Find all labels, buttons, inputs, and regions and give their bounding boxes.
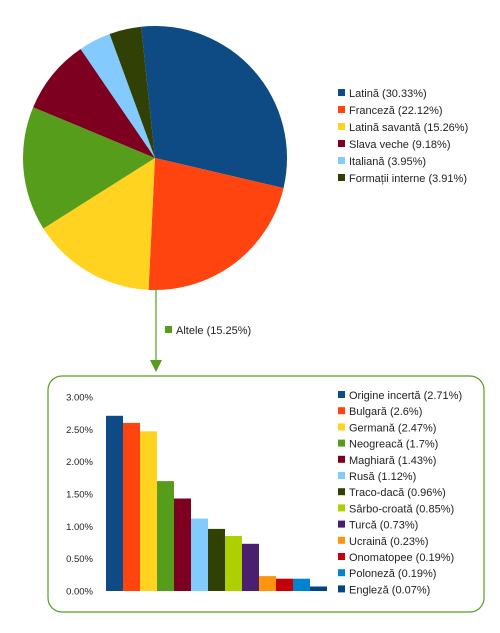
pie-legend-swatch (338, 89, 345, 96)
bar-legend: Origine incertă (2.71%) Bulgară (2.6%) Ger… (338, 390, 462, 596)
callout: Altele (15.25%) (150, 288, 251, 372)
y-tick-label: 0.50% (66, 554, 93, 565)
bar-legend-swatch (338, 472, 345, 479)
bar-y-axis: 0.00% 0.50% 1.00% 1.50% 2.00% 2.50% 3.00% (66, 393, 93, 598)
bar-legend-swatch (338, 569, 345, 577)
bar-legend-label: Maghiară (1.43%) (349, 455, 436, 467)
y-tick-label: 1.50% (66, 490, 93, 501)
pie-legend: Latină (30.33%) Franceză (22.12%) Latină s… (338, 88, 468, 185)
bar (208, 528, 225, 591)
bar-legend-label: Sârbo-croată (0.85%) (349, 503, 454, 515)
pie-legend-label: Slava veche (9.18%) (349, 139, 451, 151)
y-tick-label: 3.00% (66, 393, 93, 404)
bar-legend-swatch (338, 391, 345, 398)
bar-legend-swatch (338, 536, 345, 544)
bar-legend-swatch (338, 439, 345, 447)
bar-legend-label: Germană (2.47%) (349, 422, 436, 434)
bar-legend-swatch (338, 455, 345, 463)
bar-legend-label: Rusă (1.12%) (349, 471, 416, 483)
callout-label: Altele (15.25%) (176, 325, 251, 337)
pie-legend-swatch (338, 123, 345, 130)
y-tick-label: 2.50% (66, 425, 93, 436)
bar-legend-label: Ucraină (0.23%) (349, 536, 428, 548)
callout-swatch (165, 326, 172, 333)
bar-legend-swatch (338, 488, 345, 496)
pie-chart (23, 26, 288, 290)
pie-slice (33, 48, 155, 158)
pie-slice (23, 107, 156, 229)
bar-legend-swatch (338, 423, 345, 431)
bar-legend-label: Turcă (0.73%) (349, 520, 418, 532)
bar (106, 415, 123, 591)
bar (157, 481, 174, 591)
bar (140, 431, 157, 591)
bar-legend-label: Neogreacă (1.7%) (349, 439, 438, 451)
pie-slice (148, 158, 284, 290)
bar (293, 578, 310, 591)
bar-legend-label: Origine incertă (2.71%) (349, 390, 462, 402)
bar-legend-label: Poloneză (0.19%) (349, 568, 436, 580)
pie-legend-swatch (338, 140, 345, 147)
pie-legend-label: Latină savantă (15.26%) (349, 122, 468, 134)
y-tick-label: 2.00% (66, 457, 93, 468)
bar (310, 586, 327, 591)
bar (276, 578, 293, 591)
pie-slice (109, 26, 155, 159)
pie-legend-swatch (338, 174, 345, 181)
pie-legend-label: Franceză (22.12%) (349, 105, 443, 117)
bar (174, 498, 191, 591)
bar-legend-label: Bulgară (2.6%) (349, 406, 422, 418)
bar (225, 536, 242, 591)
bar-chart-frame (47, 375, 485, 613)
bar (123, 422, 140, 591)
pie-legend-label: Latină (30.33%) (349, 88, 427, 100)
bar-legend-label: Onomatopee (0.19%) (349, 552, 454, 564)
bar-legend-swatch (338, 504, 345, 512)
bar-legend-swatch (338, 407, 345, 415)
y-tick-label: 1.00% (66, 522, 93, 533)
bar-chart (106, 415, 327, 591)
y-tick-label: 0.00% (66, 587, 93, 598)
bar (242, 543, 259, 591)
pie-slice (43, 158, 155, 290)
pie-legend-label: Italiană (3.95%) (349, 156, 426, 168)
pie-legend-label: Formații interne (3.91%) (349, 173, 467, 185)
bar-legend-label: Engleză (0.07%) (349, 584, 430, 596)
pie-slice (141, 26, 288, 189)
pie-slice (80, 34, 155, 158)
bar-legend-swatch (338, 520, 345, 528)
pie-legend-swatch (338, 106, 345, 113)
pie-legend-swatch (338, 157, 345, 164)
bar-legend-swatch (338, 553, 345, 560)
callout-arrow-head (150, 360, 162, 372)
bar-legend-label: Traco-dacă (0.96%) (349, 487, 446, 499)
bar (191, 518, 208, 591)
bar (259, 576, 276, 591)
bar-legend-swatch (338, 585, 345, 593)
